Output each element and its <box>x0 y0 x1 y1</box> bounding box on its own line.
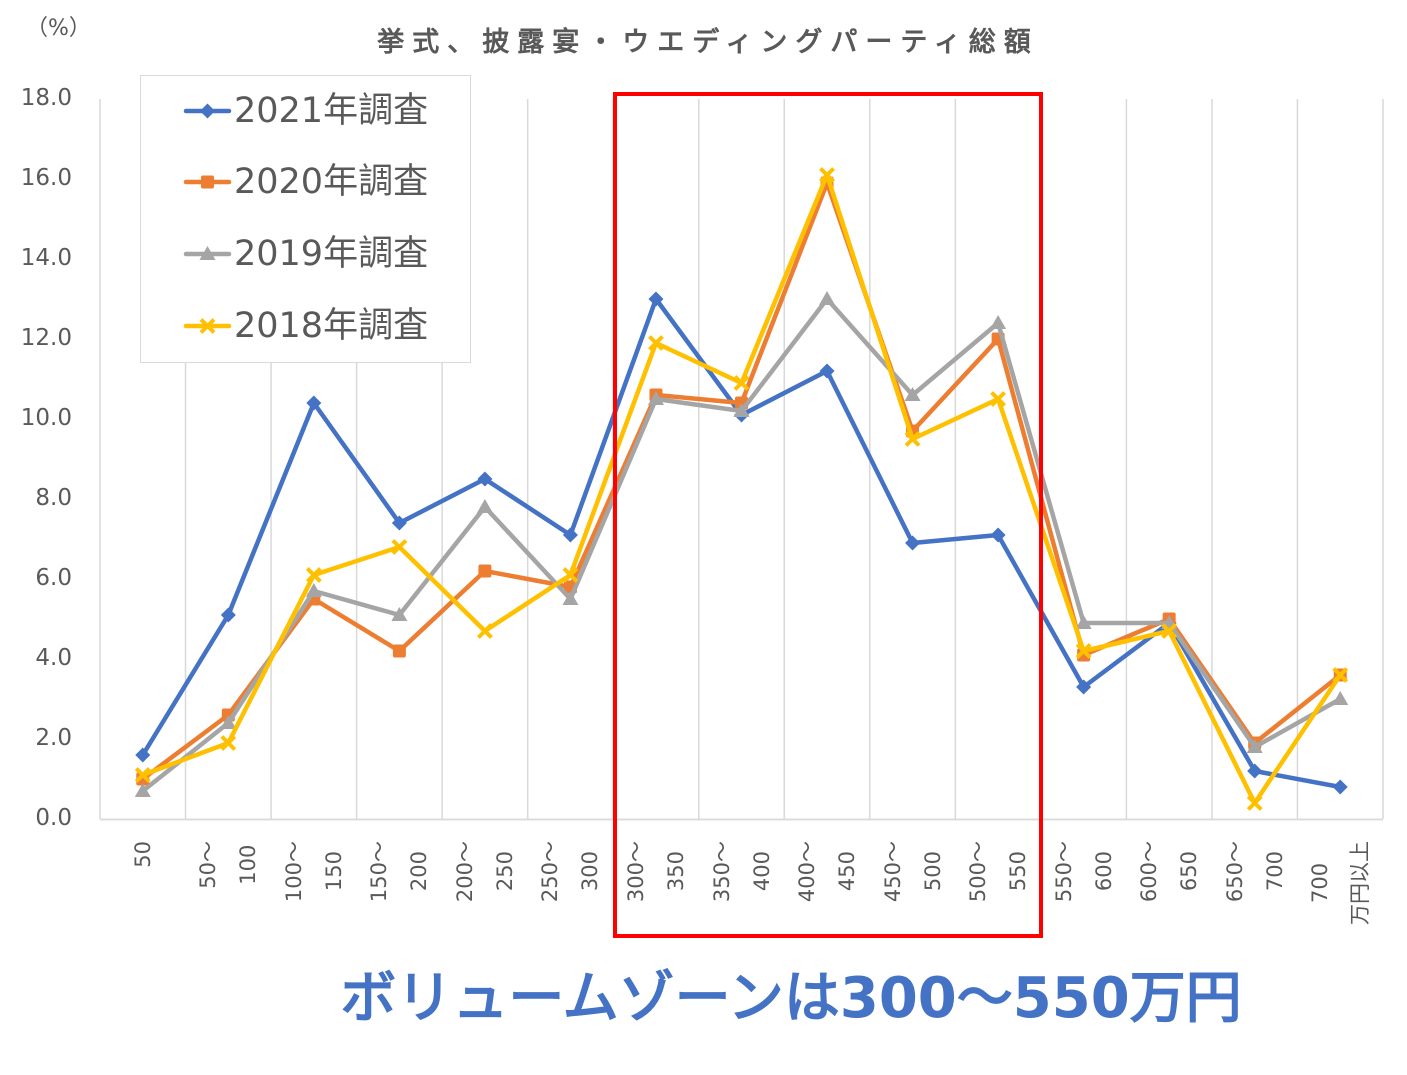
series-2018-marker <box>819 167 835 183</box>
series-2019-marker <box>1332 691 1349 705</box>
legend-label: 2019年調査 <box>234 234 429 274</box>
x-marker-stroke <box>733 375 750 391</box>
series-layer <box>134 167 1349 811</box>
series-2020-marker <box>478 564 492 578</box>
x-marker-stroke <box>819 167 835 183</box>
series-2021-marker <box>1332 779 1348 795</box>
x-marker-stroke <box>904 431 921 447</box>
volume-zone-highlight-box <box>613 92 1043 938</box>
series-2018-marker <box>648 335 664 351</box>
series-2019-marker <box>990 315 1007 329</box>
y-axis-unit-label: （%） <box>26 16 91 41</box>
series-2021-marker <box>391 515 407 531</box>
series-2020-marker <box>392 644 406 658</box>
x-marker-stroke <box>1246 795 1263 811</box>
series-2018-marker <box>134 767 151 783</box>
series-2021-marker <box>562 527 578 543</box>
volume-zone-annotation: ボリュームゾーンは300〜550万円 <box>340 966 1242 1031</box>
series-2019 <box>134 291 1349 797</box>
legend-item-2019: 2019年調査 <box>183 229 429 279</box>
legend-item-2018: 2018年調査 <box>183 301 429 351</box>
y-tick-label: 2.0 <box>35 725 72 751</box>
legend-item-2021: 2021年調査 <box>183 86 429 136</box>
series-2019-marker <box>562 591 579 605</box>
x-marker-stroke <box>1332 667 1349 683</box>
series-2019-marker <box>1246 739 1263 753</box>
x-marker-stroke <box>562 567 579 583</box>
legend-marker <box>199 318 216 334</box>
diamond-marker-icon <box>183 103 232 119</box>
x-marker-stroke <box>134 767 151 783</box>
series-2019-marker <box>647 391 664 405</box>
series-2018-marker <box>305 567 322 583</box>
y-tick-label: 4.0 <box>35 645 72 671</box>
series-2018-marker <box>1161 623 1178 639</box>
series-2021-marker <box>220 607 236 623</box>
series-2019-marker <box>904 387 921 401</box>
series-2018-marker <box>220 735 237 751</box>
series-2018-marker <box>904 431 921 447</box>
legend-item-2020: 2020年調査 <box>183 157 429 207</box>
x-marker-stroke <box>648 335 664 351</box>
legend-label: 2020年調査 <box>234 162 429 202</box>
x-marker-stroke <box>1075 643 1092 659</box>
legend-label: 2018年調査 <box>234 306 429 346</box>
y-tick-label: 16.0 <box>21 165 72 191</box>
x-marker-stroke <box>220 735 237 751</box>
series-2021-marker <box>135 747 151 763</box>
series-2019-marker <box>733 403 750 417</box>
series-2018-marker <box>391 539 408 555</box>
x-marker-stroke <box>476 623 493 639</box>
x-marker-icon <box>183 318 232 334</box>
series-2018-marker <box>990 391 1007 407</box>
series-2021-marker <box>1076 679 1092 695</box>
series-2021-marker <box>477 471 493 487</box>
series-2019-marker <box>391 607 408 621</box>
y-tick-label: 10.0 <box>21 405 72 431</box>
legend-marker <box>200 103 215 119</box>
series-2021-marker <box>1247 763 1263 779</box>
series-2019-marker <box>819 291 836 305</box>
triangle-marker-icon <box>183 246 232 260</box>
y-tick-label: 6.0 <box>35 565 72 591</box>
legend-label: 2021年調査 <box>234 91 429 131</box>
legend-marker <box>201 175 214 189</box>
series-2018-marker <box>1246 795 1263 811</box>
series-2021-marker <box>306 395 322 411</box>
series-2018-marker <box>1075 643 1092 659</box>
series-2018-marker <box>733 375 750 391</box>
series-2021-marker <box>819 363 835 379</box>
y-axis-tick-labels: 0.0 2.0 4.0 6.0 8.0 10.0 12.0 14.0 16.0 18.0 <box>21 85 72 831</box>
y-tick-label: 14.0 <box>21 245 72 271</box>
legend: 2021年調査 2020年調査 2019年調査 2018年調査 <box>140 75 471 363</box>
series-2019-marker <box>305 583 322 597</box>
y-tick-label: 0.0 <box>35 805 72 831</box>
y-tick-label: 12.0 <box>21 325 72 351</box>
series-2019-marker <box>134 783 151 797</box>
y-tick-label: 18.0 <box>21 85 72 111</box>
square-marker-icon <box>183 175 232 189</box>
x-marker-stroke <box>391 539 408 555</box>
series-2019-marker <box>476 499 493 513</box>
series-2018-marker <box>1332 667 1349 683</box>
x-marker-stroke <box>1161 623 1178 639</box>
series-2021-marker <box>648 291 664 307</box>
series-2019-marker <box>220 715 237 729</box>
legend-marker <box>199 246 216 260</box>
x-marker-stroke <box>990 391 1007 407</box>
x-marker-stroke <box>199 318 216 334</box>
series-2018 <box>134 167 1349 811</box>
chart-title: 挙式、披露宴・ウエディングパーティ総額 <box>377 27 1039 58</box>
y-tick-label: 8.0 <box>35 485 72 511</box>
series-2021-marker <box>905 535 921 551</box>
series-2019-marker <box>1075 615 1092 629</box>
x-marker-stroke <box>305 567 322 583</box>
series-2018-marker <box>476 623 493 639</box>
series-2018-marker <box>562 567 579 583</box>
series-2021-marker <box>990 527 1006 543</box>
